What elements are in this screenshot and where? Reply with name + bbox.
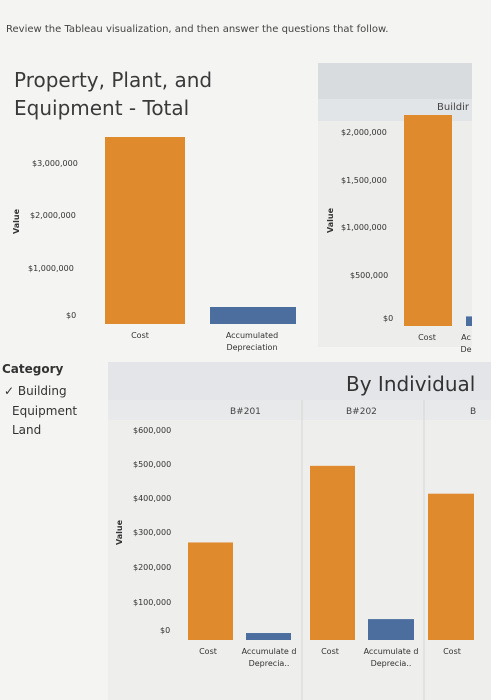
legend-item-label: Building	[17, 384, 67, 398]
group-header-b3: B	[470, 407, 477, 417]
bar-building-cost[interactable]	[404, 115, 452, 326]
b-x-label-cost-3: Cost	[443, 647, 461, 656]
r-y-tick-2m: $2,000,000	[341, 128, 387, 137]
y-tick-2m: $2,000,000	[30, 211, 76, 220]
r-y-tick-1-5m: $1,500,000	[341, 176, 387, 185]
legend-title: Category	[2, 362, 64, 376]
group-header-b201: B#201	[230, 407, 261, 417]
chart-title-line1: Property, Plant, and	[14, 68, 213, 92]
building-header-label: Buildir	[437, 102, 469, 113]
b-x-label-cost-1: Cost	[199, 647, 217, 656]
bar-individual-3[interactable]	[310, 465, 355, 640]
r-x-label-accum: Ac De	[460, 333, 472, 354]
building-panel-header	[318, 63, 472, 99]
b-y-tick-0: $0	[160, 626, 171, 635]
b-x-label-cost-2: Cost	[321, 647, 339, 656]
r-y-tick-1m: $1,000,000	[341, 223, 387, 232]
b-y-tick-100k: $100,000	[133, 598, 172, 607]
by-individual-title: By Individual	[346, 372, 476, 396]
b-y-tick-400k: $400,000	[133, 494, 172, 503]
individual-panel-header	[108, 362, 491, 400]
individual-panel-subheader	[108, 400, 491, 420]
y-tick-0: $0	[66, 311, 77, 320]
b-y-tick-200k: $200,000	[133, 563, 172, 572]
group-header-b202: B#202	[346, 407, 377, 417]
legend-item-equipment[interactable]: Equipment	[12, 404, 78, 418]
bar-total-cost[interactable]	[105, 137, 185, 324]
bar-individual-2[interactable]	[246, 633, 291, 640]
chart-title: Property, Plant, and Equipment - Total	[14, 66, 234, 122]
b-y-tick-600k: $600,000	[133, 426, 172, 435]
b-y-tick-300k: $300,000	[133, 528, 172, 537]
bar-individual-4[interactable]	[368, 619, 414, 640]
chart-title-line2: Equipment - Total	[14, 96, 190, 120]
b-y-tick-500k: $500,000	[133, 460, 172, 469]
bar-total-accum-dep[interactable]	[210, 307, 296, 324]
legend-item-building[interactable]: ✓ Building	[4, 384, 67, 398]
x-label-cost: Cost	[131, 331, 149, 340]
b-x-label-accum-2: Accumulate d Deprecia..	[363, 647, 419, 668]
bar-building-accum-dep[interactable]	[466, 316, 472, 326]
y-tick-1m: $1,000,000	[28, 264, 74, 273]
legend-item-land[interactable]: Land	[12, 423, 42, 437]
x-label-accum-dep: Accumulated Depreciation	[225, 331, 279, 352]
bar-individual-1[interactable]	[188, 542, 233, 640]
r-y-tick-500k: $500,000	[350, 271, 389, 280]
check-icon: ✓	[4, 384, 15, 398]
instruction-text: Review the Tableau visualization, and th…	[6, 24, 389, 35]
y-tick-3m: $3,000,000	[32, 159, 78, 168]
bar-individual-5[interactable]	[428, 493, 474, 640]
r-x-label-cost: Cost	[418, 333, 436, 342]
b-x-label-accum-1: Accumulate d Deprecia..	[241, 647, 297, 668]
r-y-tick-0: $0	[383, 314, 394, 323]
